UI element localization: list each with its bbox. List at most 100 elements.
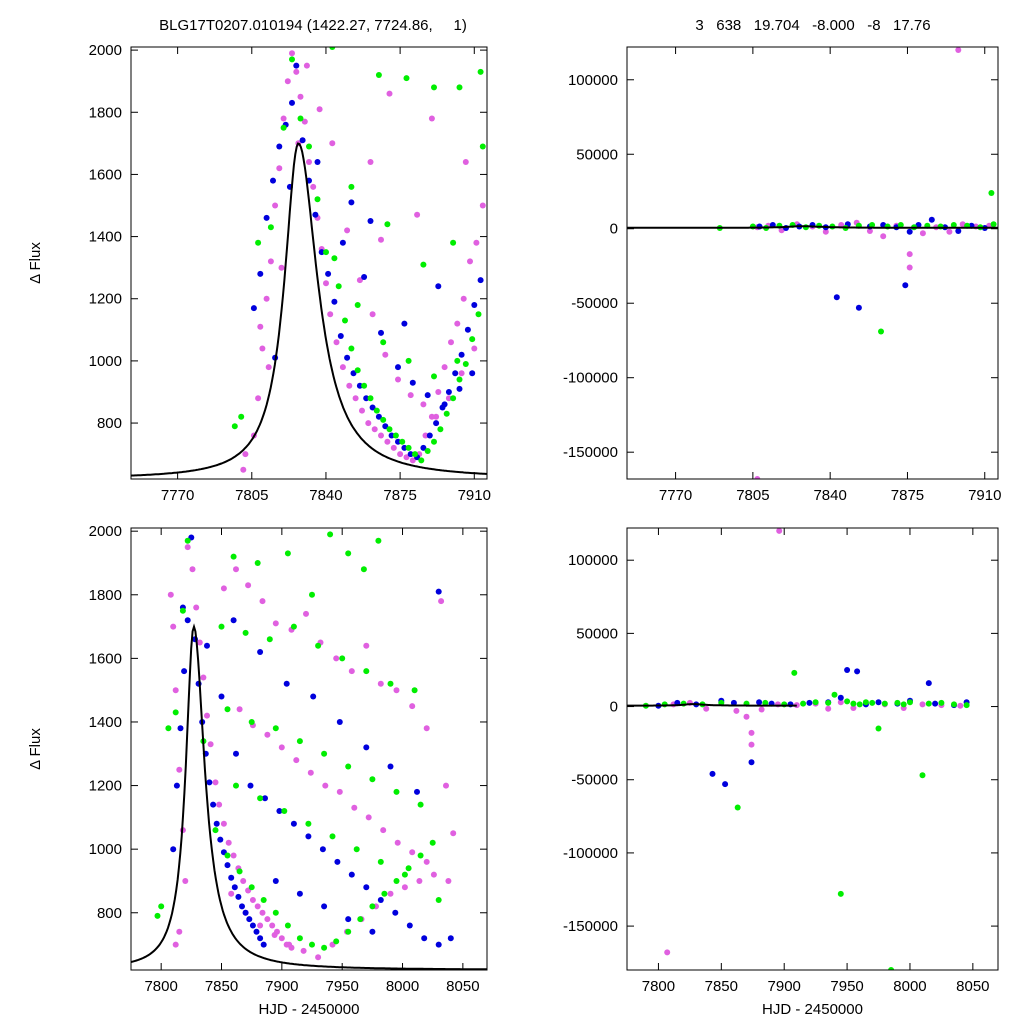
data-point-blue <box>348 871 355 878</box>
data-point-green <box>837 890 844 897</box>
y-tick-label: 0 <box>610 221 618 238</box>
data-point-green <box>844 698 851 705</box>
data-point-green <box>951 701 957 708</box>
data-point-green <box>218 623 225 630</box>
data-point-blue <box>435 283 442 290</box>
x-tick-label: 7950 <box>325 978 358 995</box>
data-point-blue <box>305 833 312 840</box>
data-point-blue <box>854 668 861 675</box>
data-point-green <box>321 944 328 951</box>
data-point-green <box>289 56 295 63</box>
y-tick-label: 1200 <box>89 778 122 795</box>
data-point-magenta <box>401 884 408 891</box>
data-point-magenta <box>316 106 323 113</box>
data-point-magenta <box>384 438 391 445</box>
data-point-magenta <box>286 941 293 948</box>
data-point-green <box>184 537 191 544</box>
data-point-magenta <box>906 264 913 271</box>
data-point-magenta <box>420 401 427 408</box>
data-point-blue <box>375 413 382 420</box>
data-point-blue <box>249 922 256 929</box>
y-tick-label: -100000 <box>563 370 618 387</box>
data-point-magenta <box>850 705 857 711</box>
data-point-blue <box>213 820 220 827</box>
data-point-blue <box>247 782 254 789</box>
data-point-green <box>369 776 376 783</box>
y-tick-label: 1600 <box>89 166 122 183</box>
data-point-blue <box>906 228 913 235</box>
data-point-magenta <box>323 280 329 287</box>
data-point-blue <box>177 725 184 732</box>
data-point-green <box>925 700 932 707</box>
data-point-blue <box>395 364 401 371</box>
data-point-blue <box>206 779 213 786</box>
data-point-green <box>812 699 819 706</box>
data-point-magenta <box>167 591 174 598</box>
data-point-green <box>236 868 243 875</box>
data-point-green <box>477 68 484 75</box>
data-point-blue <box>433 420 440 427</box>
data-point-magenta <box>703 705 710 712</box>
x-tick-label: 7900 <box>768 978 801 995</box>
data-point-blue <box>361 274 368 280</box>
y-axis-label: Δ Flux <box>27 728 44 770</box>
data-point-green <box>255 239 262 246</box>
x-tick-label: 7840 <box>813 487 846 504</box>
data-point-magenta <box>265 364 272 371</box>
data-point-green <box>938 699 945 706</box>
data-point-blue <box>806 699 813 706</box>
data-point-blue <box>445 389 452 395</box>
data-point-magenta <box>303 610 309 617</box>
data-point-blue <box>407 451 414 458</box>
data-point-magenta <box>433 413 440 420</box>
y-tick-label: 100000 <box>568 552 618 569</box>
panel-bottom-right: 7800 7850 7900 7950 8000 8050 100000 50000 0 -500… <box>563 527 999 1018</box>
data-point-green <box>462 361 469 367</box>
data-point-green <box>323 249 329 256</box>
data-point-magenta <box>346 382 353 389</box>
data-point-green <box>345 550 352 557</box>
data-point-blue <box>955 228 962 234</box>
data-point-green <box>412 451 418 458</box>
data-point-green <box>831 691 838 698</box>
data-points <box>231 47 486 473</box>
data-point-magenta <box>352 395 359 402</box>
data-point-magenta <box>367 159 374 165</box>
data-point-green <box>907 699 913 706</box>
data-point-blue <box>382 423 389 430</box>
data-point-green <box>919 772 926 779</box>
data-point-blue <box>363 884 370 891</box>
data-point-blue <box>387 763 394 770</box>
data-point-blue <box>235 893 242 900</box>
y-tick-label: 50000 <box>576 146 618 163</box>
data-point-magenta <box>293 757 300 764</box>
data-point-green <box>348 345 355 352</box>
data-point-blue <box>350 370 357 377</box>
data-point-green <box>248 719 255 725</box>
data-point-magenta <box>359 407 365 414</box>
data-point-green <box>403 75 410 82</box>
data-point-green <box>856 701 863 708</box>
data-point-magenta <box>184 544 191 551</box>
data-point-blue <box>283 680 290 687</box>
data-point-blue <box>272 878 279 884</box>
data-point-blue <box>458 351 465 358</box>
data-point-blue <box>293 62 300 69</box>
data-point-green <box>363 668 370 675</box>
y-tick-label: -150000 <box>563 444 618 461</box>
data-point-magenta <box>220 585 227 592</box>
y-tick-label: 800 <box>97 905 122 922</box>
data-point-green <box>281 808 288 814</box>
data-point-green <box>154 912 161 919</box>
data-point-green <box>800 700 807 707</box>
data-point-blue <box>902 282 909 289</box>
data-point-green <box>315 642 322 649</box>
data-point-magenta <box>866 228 873 234</box>
data-point-magenta <box>216 801 223 808</box>
data-point-magenta <box>172 941 179 948</box>
data-point-magenta <box>955 47 962 53</box>
data-point-green <box>435 897 442 903</box>
data-point-blue <box>369 404 376 411</box>
data-point-blue <box>319 846 326 853</box>
data-point-magenta <box>758 706 765 713</box>
